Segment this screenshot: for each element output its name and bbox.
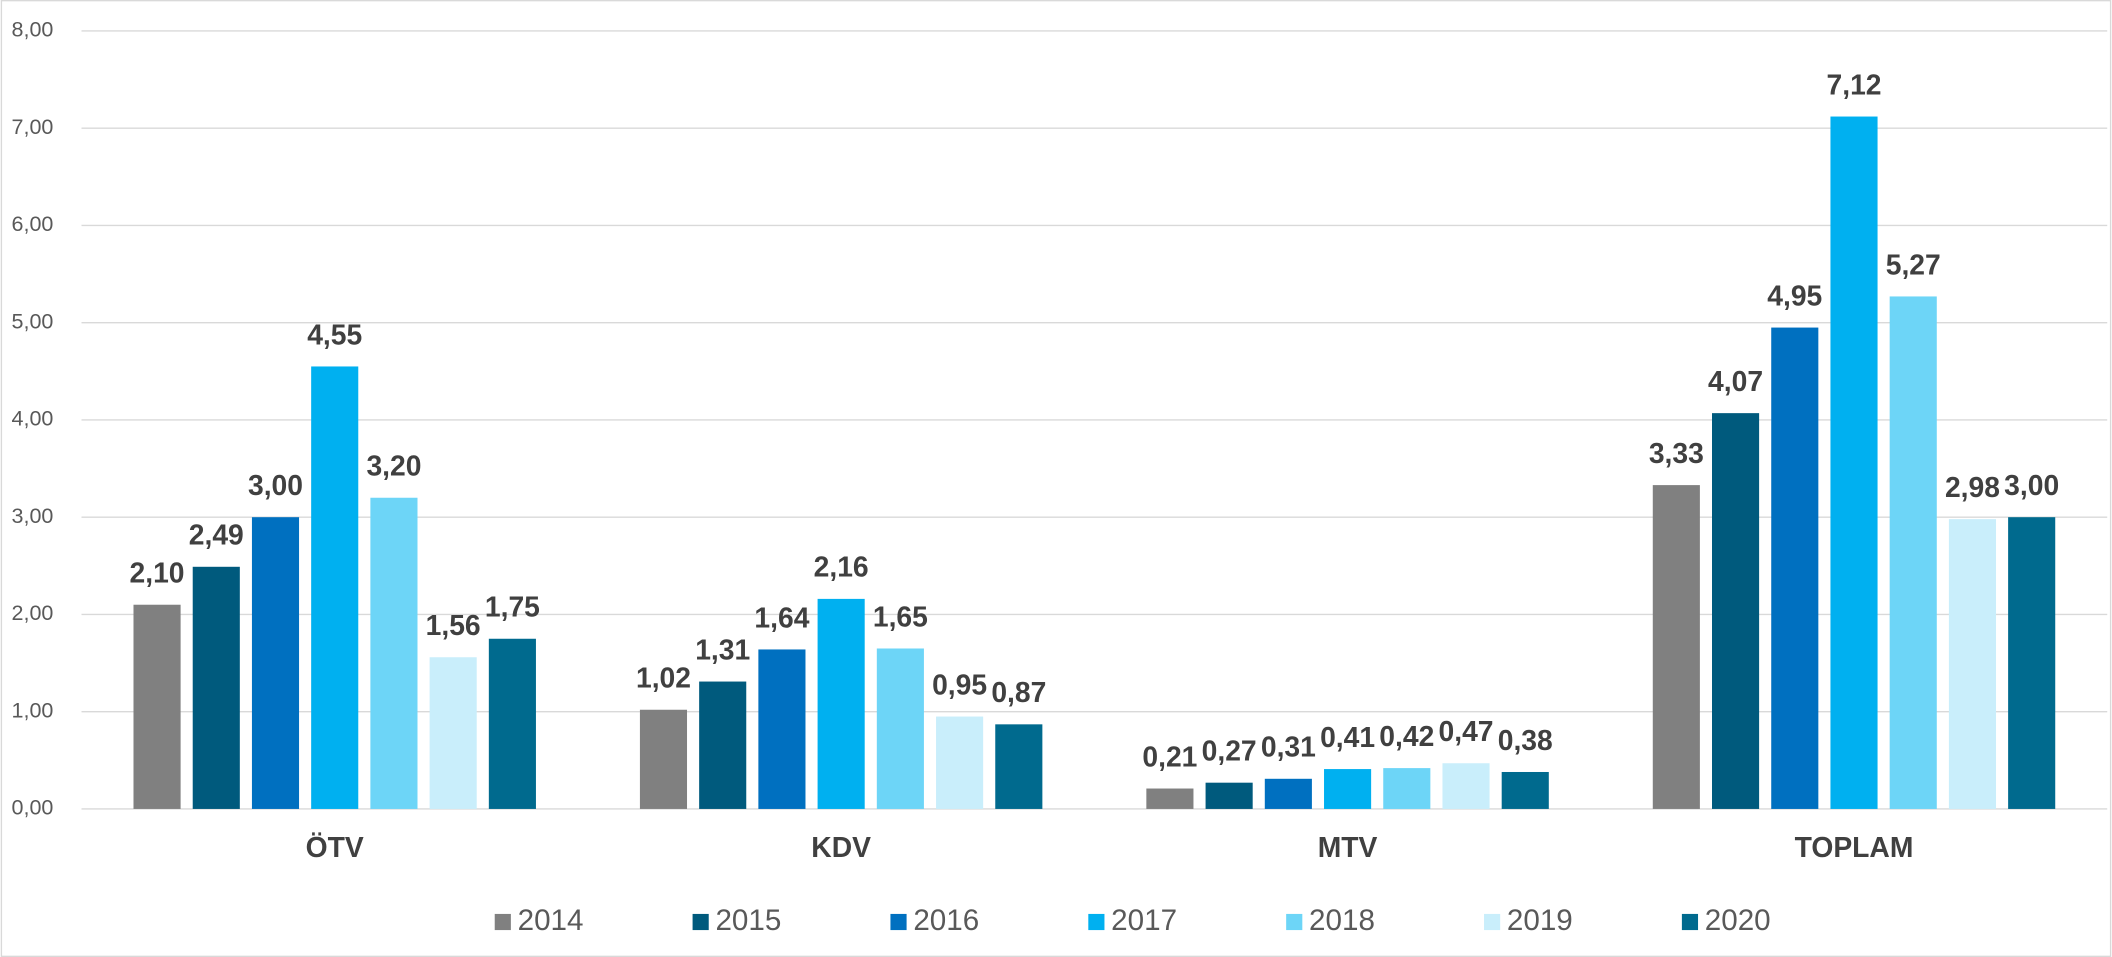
data-label: 4,95 [1767,279,1822,311]
data-label: 1,56 [426,609,481,641]
bar [2008,517,2056,809]
data-label: 2,10 [130,557,185,589]
data-label: 3,33 [1649,437,1704,469]
y-tick-label: 4,00 [12,407,54,431]
x-tick-label: ÖTV [306,831,364,863]
bar [311,366,359,809]
data-label: 4,07 [1708,365,1763,397]
y-tick-label: 8,00 [12,18,54,42]
bar [936,716,984,809]
data-label: 3,00 [248,469,303,501]
bar [699,681,747,809]
data-label: 0,87 [991,676,1046,708]
bar [1324,769,1372,809]
bar [817,598,865,809]
legend-swatch [1088,913,1105,931]
bar [1146,788,1194,809]
bar [758,649,806,809]
data-label: 2,49 [189,519,244,551]
data-label: 4,55 [307,318,362,350]
bar [1889,296,1937,809]
bar [133,604,181,809]
bar [995,724,1043,809]
data-label: 2,16 [814,551,869,583]
data-label: 1,75 [485,591,540,623]
legend-label: 2015 [715,904,781,937]
y-tick-label: 6,00 [12,212,54,236]
data-label: 3,20 [366,450,421,482]
bar [1652,485,1700,809]
bar [1712,413,1760,809]
legend-swatch [692,913,709,931]
legend-swatch [1484,913,1501,931]
y-tick-label: 5,00 [12,309,54,333]
x-tick-label: MTV [1318,831,1378,863]
y-tick-label: 7,00 [12,115,54,139]
data-label: 5,27 [1886,248,1941,280]
data-label: 0,95 [932,668,987,700]
data-label: 2,98 [1945,471,2000,503]
bar [1948,519,1997,809]
bar [488,638,536,809]
data-label: 0,42 [1379,720,1434,752]
data-label: 0,47 [1439,715,1494,747]
bar [1383,768,1431,809]
y-tick-label: 0,00 [12,796,54,820]
bar [1771,327,1819,809]
legend-swatch [1681,913,1699,931]
bar [251,517,300,809]
data-label: 7,12 [1827,68,1882,100]
data-label: 0,21 [1142,740,1197,772]
x-tick-label: KDV [811,831,871,863]
legend-label: 2014 [518,904,584,937]
legend-swatch [890,913,907,931]
data-label: 0,27 [1202,735,1257,767]
bar [1830,116,1878,809]
y-tick-label: 2,00 [12,601,54,625]
y-tick-label: 3,00 [12,504,54,528]
legend-label: 2019 [1507,904,1573,937]
legend-label: 2016 [913,904,979,937]
y-tick-label: 1,00 [12,698,54,722]
data-label: 3,00 [2004,469,2059,501]
data-label: 0,38 [1498,724,1553,756]
legend-label: 2020 [1705,904,1771,937]
data-label: 0,41 [1320,721,1375,753]
bar [429,657,477,809]
data-label: 1,31 [695,633,750,665]
data-label: 1,02 [636,662,691,694]
bar [192,566,240,809]
bar [1442,763,1490,809]
data-label: 1,64 [754,601,809,633]
data-label: 0,31 [1261,731,1316,763]
legend-swatch [1286,913,1303,931]
bar [370,497,418,809]
bar [1501,771,1549,809]
legend-swatch [494,913,511,931]
legend-label: 2018 [1309,904,1375,937]
bar [1264,778,1312,809]
legend-label: 2017 [1111,904,1177,937]
bar [876,648,924,809]
bar [1205,782,1253,809]
bar [639,709,688,809]
x-tick-label: TOPLAM [1795,831,1914,863]
data-label: 1,65 [873,600,928,632]
